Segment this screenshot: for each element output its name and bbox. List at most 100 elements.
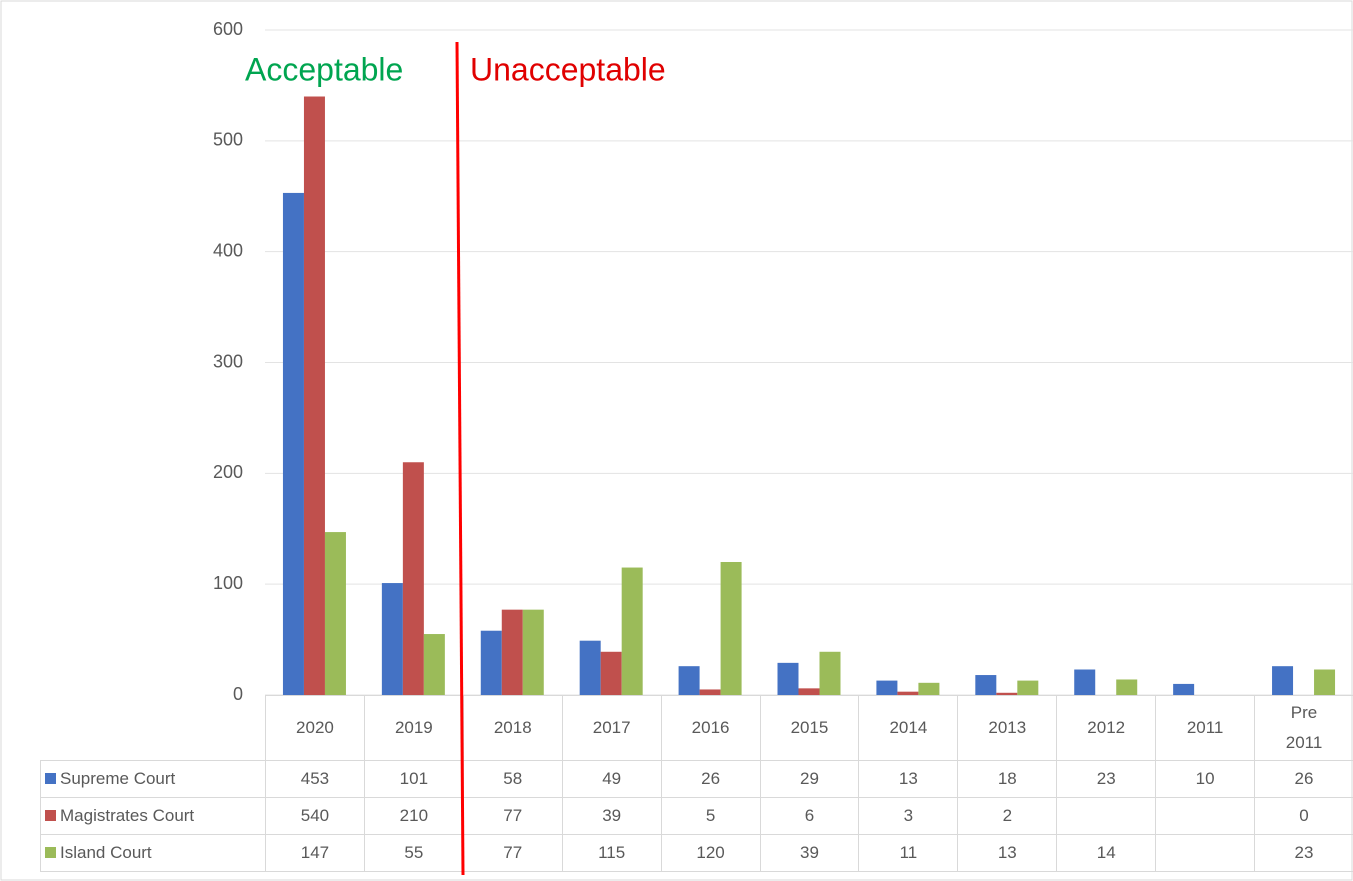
bar bbox=[501, 609, 523, 695]
bar bbox=[303, 96, 325, 695]
bar bbox=[402, 462, 424, 695]
bar bbox=[1314, 669, 1336, 695]
bar bbox=[699, 689, 721, 695]
bar bbox=[918, 682, 940, 695]
table-value: 540 bbox=[265, 797, 365, 835]
table-value: 13 bbox=[957, 834, 1058, 872]
bar bbox=[600, 651, 622, 695]
x-tick-label: 2017 bbox=[561, 695, 662, 761]
x-tick-label: 2019 bbox=[363, 695, 464, 761]
legend-label: Magistrates Court bbox=[60, 806, 195, 825]
table-row: Island Court 147 55 77 115 120 39 11 13 14 23 bbox=[40, 834, 1353, 872]
bar bbox=[282, 192, 304, 696]
bar bbox=[975, 675, 997, 695]
table-value: 23 bbox=[1056, 760, 1157, 798]
legend-label: Island Court bbox=[60, 843, 152, 862]
table-value: 55 bbox=[363, 834, 464, 872]
bar bbox=[324, 532, 346, 695]
annotation: Acceptable bbox=[245, 51, 403, 87]
table-value bbox=[1155, 834, 1256, 872]
table-value bbox=[1056, 797, 1157, 835]
table-value: 10 bbox=[1155, 760, 1256, 798]
legend-label: Supreme Court bbox=[60, 769, 176, 788]
bar bbox=[720, 562, 742, 695]
bar bbox=[798, 688, 820, 695]
y-tick-label: 600 bbox=[213, 19, 243, 39]
table-value: 26 bbox=[660, 760, 761, 798]
table-value: 11 bbox=[858, 834, 959, 872]
table-value: 39 bbox=[759, 834, 860, 872]
table-value: 39 bbox=[561, 797, 662, 835]
table-value: 18 bbox=[957, 760, 1058, 798]
table-value: 49 bbox=[561, 760, 662, 798]
table-header-row: 2020 2019 2018 2017 2016 2015 2014 2013 2012 2011… bbox=[41, 695, 1353, 761]
y-tick-label: 400 bbox=[213, 240, 243, 260]
table-value: 5 bbox=[660, 797, 761, 835]
bar bbox=[1074, 669, 1096, 695]
bar bbox=[678, 666, 700, 695]
y-tick-label: 300 bbox=[213, 351, 243, 371]
bar bbox=[423, 634, 445, 695]
legend-key bbox=[45, 810, 56, 821]
legend-entry: Island Court bbox=[40, 834, 266, 872]
bar bbox=[996, 692, 1018, 695]
x-tick-label: 2012 bbox=[1056, 695, 1157, 761]
x-tick-label: 2020 bbox=[265, 695, 365, 761]
table-value: 13 bbox=[858, 760, 959, 798]
legend-key bbox=[45, 773, 56, 784]
bar bbox=[1272, 666, 1294, 695]
table-value bbox=[1155, 797, 1256, 835]
x-tick-label: 2015 bbox=[759, 695, 860, 761]
table-value: 23 bbox=[1254, 834, 1353, 872]
table-value: 115 bbox=[561, 834, 662, 872]
table-value: 101 bbox=[363, 760, 464, 798]
table-value: 2 bbox=[957, 797, 1058, 835]
bar bbox=[381, 583, 403, 695]
y-tick-label: 100 bbox=[213, 573, 243, 593]
table-value: 3 bbox=[858, 797, 959, 835]
bar bbox=[777, 662, 799, 695]
table-row: Magistrates Court 540 210 77 39 5 6 3 2 0 bbox=[40, 797, 1353, 835]
table-value: 0 bbox=[1254, 797, 1353, 835]
table-value: 77 bbox=[462, 797, 563, 835]
annotation: Unacceptable bbox=[470, 51, 666, 87]
x-tick-label: 2013 bbox=[957, 695, 1058, 761]
table-value: 6 bbox=[759, 797, 860, 835]
x-tick-label: 2014 bbox=[858, 695, 959, 761]
bar bbox=[1116, 679, 1138, 695]
x-tick-label: 2018 bbox=[462, 695, 563, 761]
legend-key bbox=[45, 847, 56, 858]
table-corner bbox=[41, 696, 266, 761]
x-tick-label: Pre 2011 bbox=[1254, 695, 1353, 761]
table-value: 210 bbox=[363, 797, 464, 835]
legend-entry: Supreme Court bbox=[40, 760, 266, 798]
table-value: 26 bbox=[1254, 760, 1353, 798]
bar bbox=[1017, 680, 1039, 695]
table-value: 453 bbox=[265, 760, 365, 798]
bar bbox=[621, 567, 643, 695]
table-value: 29 bbox=[759, 760, 860, 798]
y-tick-label: 500 bbox=[213, 130, 243, 150]
table-value: 77 bbox=[462, 834, 563, 872]
table-value: 147 bbox=[265, 834, 365, 872]
bar bbox=[819, 651, 841, 695]
table-value: 120 bbox=[660, 834, 761, 872]
plot-area: 0 100 200 300 400 500 600 bbox=[213, 19, 1353, 704]
y-tick-label: 0 bbox=[233, 684, 243, 704]
bar bbox=[897, 691, 919, 695]
legend-entry: Magistrates Court bbox=[40, 797, 266, 835]
bar bbox=[579, 640, 601, 695]
table-row: Supreme Court 453 101 58 49 26 29 13 18 23 10 26 bbox=[40, 760, 1353, 798]
bar bbox=[1173, 683, 1195, 695]
x-tick-label: 2016 bbox=[660, 695, 761, 761]
data-table: 2020 2019 2018 2017 2016 2015 2014 2013 2012 2011… bbox=[40, 695, 1353, 872]
table-value: 58 bbox=[462, 760, 563, 798]
bar bbox=[876, 680, 898, 695]
table-value: 14 bbox=[1056, 834, 1157, 872]
bar bbox=[522, 609, 544, 695]
x-tick-label: 2011 bbox=[1155, 695, 1256, 761]
y-tick-label: 200 bbox=[213, 462, 243, 482]
